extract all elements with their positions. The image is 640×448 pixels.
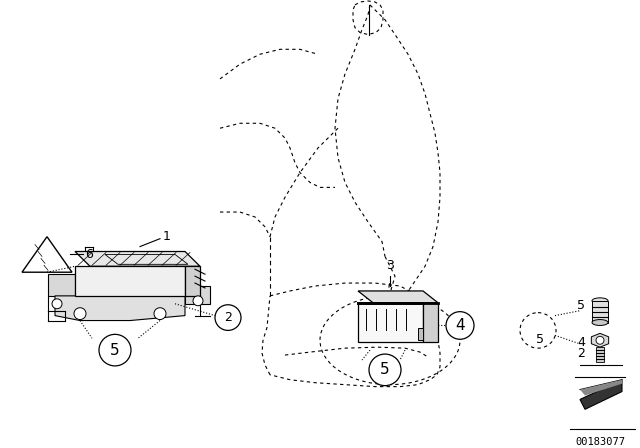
- Polygon shape: [596, 347, 604, 362]
- Text: 2: 2: [224, 311, 232, 324]
- Text: 5: 5: [110, 343, 120, 358]
- Polygon shape: [48, 274, 75, 296]
- Text: 6: 6: [85, 248, 93, 261]
- Circle shape: [369, 354, 401, 386]
- Ellipse shape: [592, 319, 608, 325]
- Circle shape: [193, 296, 203, 306]
- Text: 5: 5: [536, 333, 544, 346]
- Polygon shape: [418, 328, 423, 340]
- Text: 1: 1: [163, 230, 171, 243]
- Text: 00183077: 00183077: [575, 437, 625, 447]
- Circle shape: [99, 334, 131, 366]
- Circle shape: [52, 299, 62, 309]
- Polygon shape: [75, 251, 200, 266]
- Text: 4: 4: [577, 336, 585, 349]
- Polygon shape: [423, 303, 438, 342]
- Polygon shape: [55, 296, 185, 320]
- Circle shape: [596, 336, 604, 344]
- Polygon shape: [358, 303, 423, 342]
- Polygon shape: [185, 286, 210, 304]
- Polygon shape: [358, 291, 438, 303]
- Text: 3: 3: [386, 259, 394, 272]
- Polygon shape: [580, 380, 622, 409]
- Polygon shape: [75, 266, 185, 296]
- Circle shape: [74, 308, 86, 319]
- Text: 5: 5: [577, 299, 585, 312]
- Polygon shape: [592, 301, 608, 323]
- Polygon shape: [591, 333, 609, 347]
- Text: 4: 4: [455, 318, 465, 333]
- Circle shape: [215, 305, 241, 331]
- Text: 5: 5: [380, 362, 390, 377]
- Circle shape: [154, 308, 166, 319]
- Circle shape: [446, 312, 474, 339]
- Polygon shape: [580, 380, 622, 396]
- Text: 2: 2: [577, 347, 585, 360]
- Polygon shape: [185, 266, 200, 296]
- Ellipse shape: [592, 298, 608, 304]
